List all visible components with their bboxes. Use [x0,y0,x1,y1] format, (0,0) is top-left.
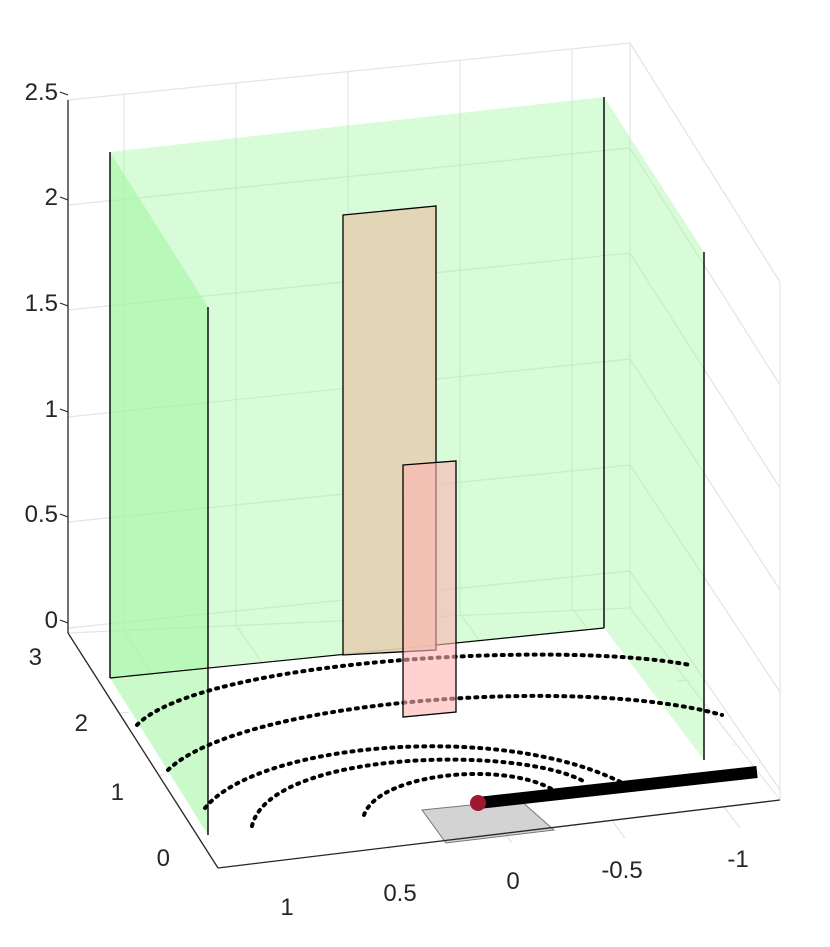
scene-objects [109,97,780,868]
grid-line [67,147,631,206]
y-tick-label: 3 [29,644,42,671]
z-tick-mark [59,619,69,624]
x-tick-label: 0 [506,868,519,895]
y-tick-label: 0 [157,845,170,872]
grid-line [629,464,781,693]
z-tick-label: 0 [45,607,58,634]
grid-line [629,570,781,791]
rod [477,766,758,809]
left-wall [110,152,208,835]
x-tick-label: -1 [727,846,748,873]
z-tick-mark [59,91,69,96]
grid-line [629,252,781,489]
dotted-arc [250,757,587,828]
dotted-arc [362,772,562,817]
axis-line [67,632,219,869]
axis-line [217,799,781,869]
y-tick-label: 2 [75,710,88,737]
x-tick-label: 0.5 [383,880,416,907]
z-tick-mark [59,408,69,413]
dotted-arc [135,652,692,727]
x-tick-label: 1 [280,894,293,921]
y-tick-label: 1 [111,779,124,806]
z-tick-label: 2.5 [25,79,58,106]
short-panel [402,460,457,718]
x-tick-label: -0.5 [601,857,642,884]
z-tick-label: 1 [45,396,58,423]
grid-line [67,42,631,101]
z-tick-label: 2 [45,184,58,211]
tick-labels: 0 0.5 1 1.5 2 2.5 0 1 2 3 1 0.5 0 -0.5 -1 [25,79,749,921]
grid-line [629,147,781,386]
dotted-arc [203,744,637,810]
z-tick-mark [59,513,69,518]
right-wall [604,97,704,760]
z-tick-mark [59,302,69,307]
floor-plane [110,625,780,868]
grid-line [629,358,781,591]
axes [59,91,781,869]
z-tick-mark [59,196,69,201]
origin-marker [470,795,486,811]
grid-line [629,42,781,283]
z-tick-label: 1.5 [25,290,58,317]
z-tick-label: 0.5 [25,501,58,528]
